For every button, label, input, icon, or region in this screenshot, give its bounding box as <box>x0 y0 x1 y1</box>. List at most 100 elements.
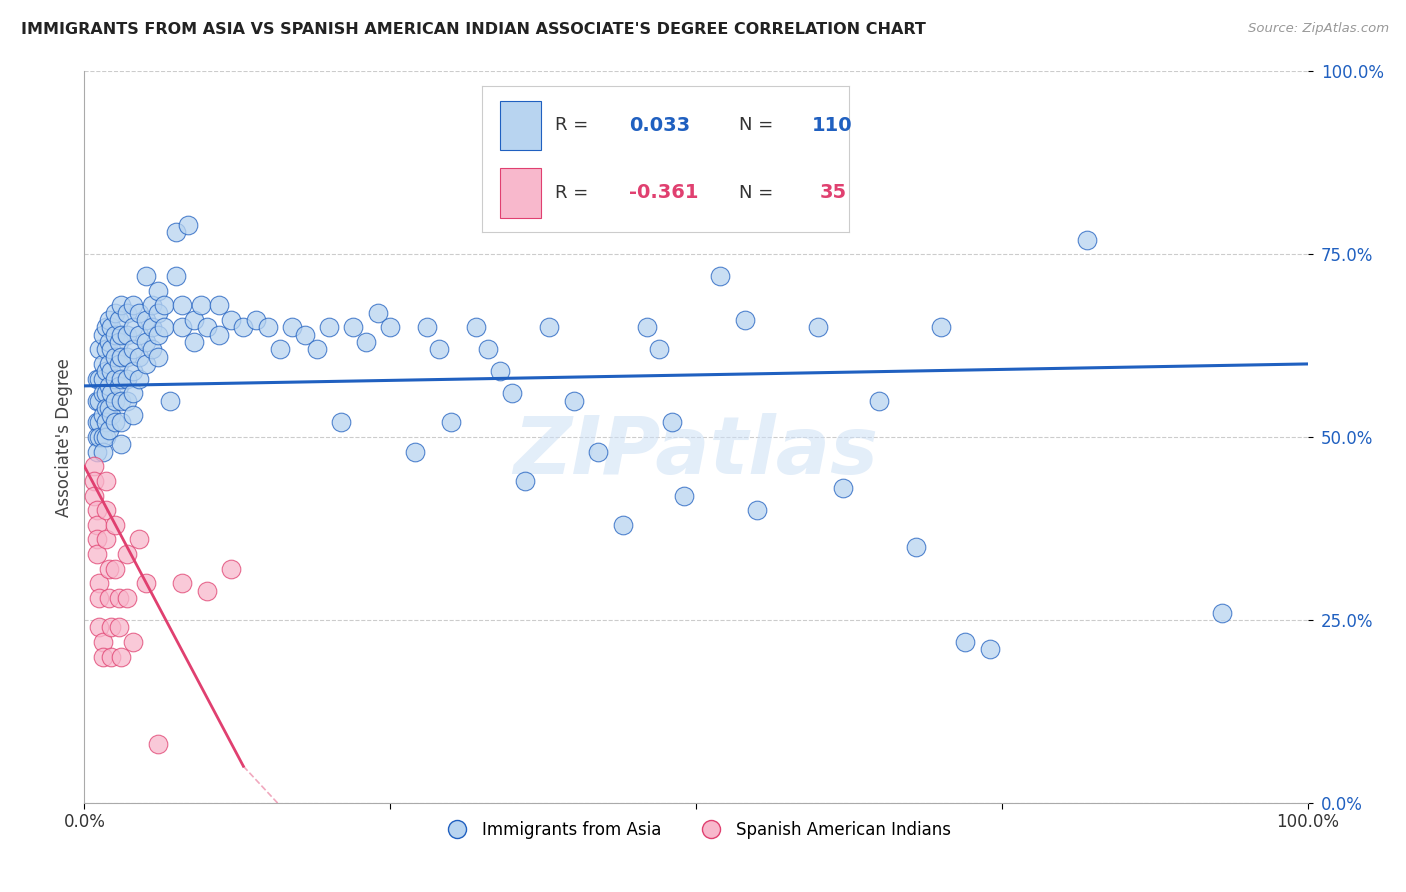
Point <box>110 327 132 342</box>
Point <box>115 591 138 605</box>
Point <box>97 357 120 371</box>
Point <box>91 371 114 385</box>
Legend: Immigrants from Asia, Spanish American Indians: Immigrants from Asia, Spanish American I… <box>434 814 957 846</box>
Point <box>190 298 212 312</box>
Point <box>648 343 671 357</box>
Point <box>97 379 120 393</box>
Point <box>183 334 205 349</box>
Point <box>110 298 132 312</box>
Point <box>342 320 364 334</box>
Point <box>115 547 138 561</box>
Point <box>104 562 127 576</box>
Point <box>110 416 132 430</box>
Point <box>122 408 145 422</box>
Point <box>153 298 176 312</box>
Point <box>97 591 120 605</box>
Y-axis label: Associate's Degree: Associate's Degree <box>55 358 73 516</box>
Point <box>100 386 122 401</box>
Point <box>146 306 169 320</box>
Point <box>464 320 486 334</box>
Point <box>1211 606 1233 620</box>
Point <box>110 371 132 385</box>
Point <box>86 393 108 408</box>
Point <box>489 364 512 378</box>
Point <box>87 620 110 634</box>
Point <box>195 583 218 598</box>
Point <box>87 343 110 357</box>
Point <box>96 430 118 444</box>
Point <box>1076 233 1098 247</box>
Point <box>685 211 707 225</box>
Point <box>709 269 731 284</box>
Point <box>110 437 132 451</box>
Point <box>612 517 634 532</box>
Point <box>294 327 316 342</box>
Point <box>146 284 169 298</box>
Point <box>135 269 157 284</box>
Point <box>269 343 291 357</box>
Point <box>122 320 145 334</box>
Point <box>245 313 267 327</box>
Point <box>122 364 145 378</box>
Point <box>87 430 110 444</box>
Point <box>100 649 122 664</box>
Point <box>257 320 280 334</box>
Point <box>685 137 707 152</box>
Point <box>91 357 114 371</box>
Point <box>172 320 194 334</box>
Point <box>115 306 138 320</box>
Point <box>440 416 463 430</box>
Point <box>115 393 138 408</box>
Point <box>115 327 138 342</box>
Point <box>141 343 163 357</box>
Point <box>141 298 163 312</box>
Point <box>86 517 108 532</box>
Point <box>96 343 118 357</box>
Point <box>183 313 205 327</box>
Point <box>104 371 127 385</box>
Point <box>91 408 114 422</box>
Point <box>513 474 536 488</box>
Point <box>219 562 242 576</box>
Point <box>165 269 187 284</box>
Point <box>87 371 110 385</box>
Point <box>100 343 122 357</box>
Point <box>91 649 114 664</box>
Point <box>87 591 110 605</box>
Point <box>91 386 114 401</box>
Point <box>538 320 561 334</box>
Point <box>96 533 118 547</box>
Point <box>404 444 426 458</box>
Point <box>86 430 108 444</box>
Point <box>979 642 1001 657</box>
Point <box>146 737 169 751</box>
Point <box>104 517 127 532</box>
Point <box>318 320 340 334</box>
Point <box>416 320 439 334</box>
Point <box>110 350 132 364</box>
Point <box>100 320 122 334</box>
Point <box>219 313 242 327</box>
Point <box>869 393 891 408</box>
Point <box>135 357 157 371</box>
Point <box>380 320 402 334</box>
Point <box>107 357 129 371</box>
Point <box>905 540 928 554</box>
Point <box>107 620 129 634</box>
Point <box>953 635 976 649</box>
Point <box>91 635 114 649</box>
Text: IMMIGRANTS FROM ASIA VS SPANISH AMERICAN INDIAN ASSOCIATE'S DEGREE CORRELATION C: IMMIGRANTS FROM ASIA VS SPANISH AMERICAN… <box>21 22 927 37</box>
Point <box>107 379 129 393</box>
Point <box>502 386 524 401</box>
Point <box>661 416 683 430</box>
Point <box>305 343 328 357</box>
Point <box>104 393 127 408</box>
Point <box>100 620 122 634</box>
Point <box>135 576 157 591</box>
Point <box>122 298 145 312</box>
Point <box>107 334 129 349</box>
Point <box>562 393 585 408</box>
Point <box>153 320 176 334</box>
Point <box>477 343 499 357</box>
Point <box>104 416 127 430</box>
